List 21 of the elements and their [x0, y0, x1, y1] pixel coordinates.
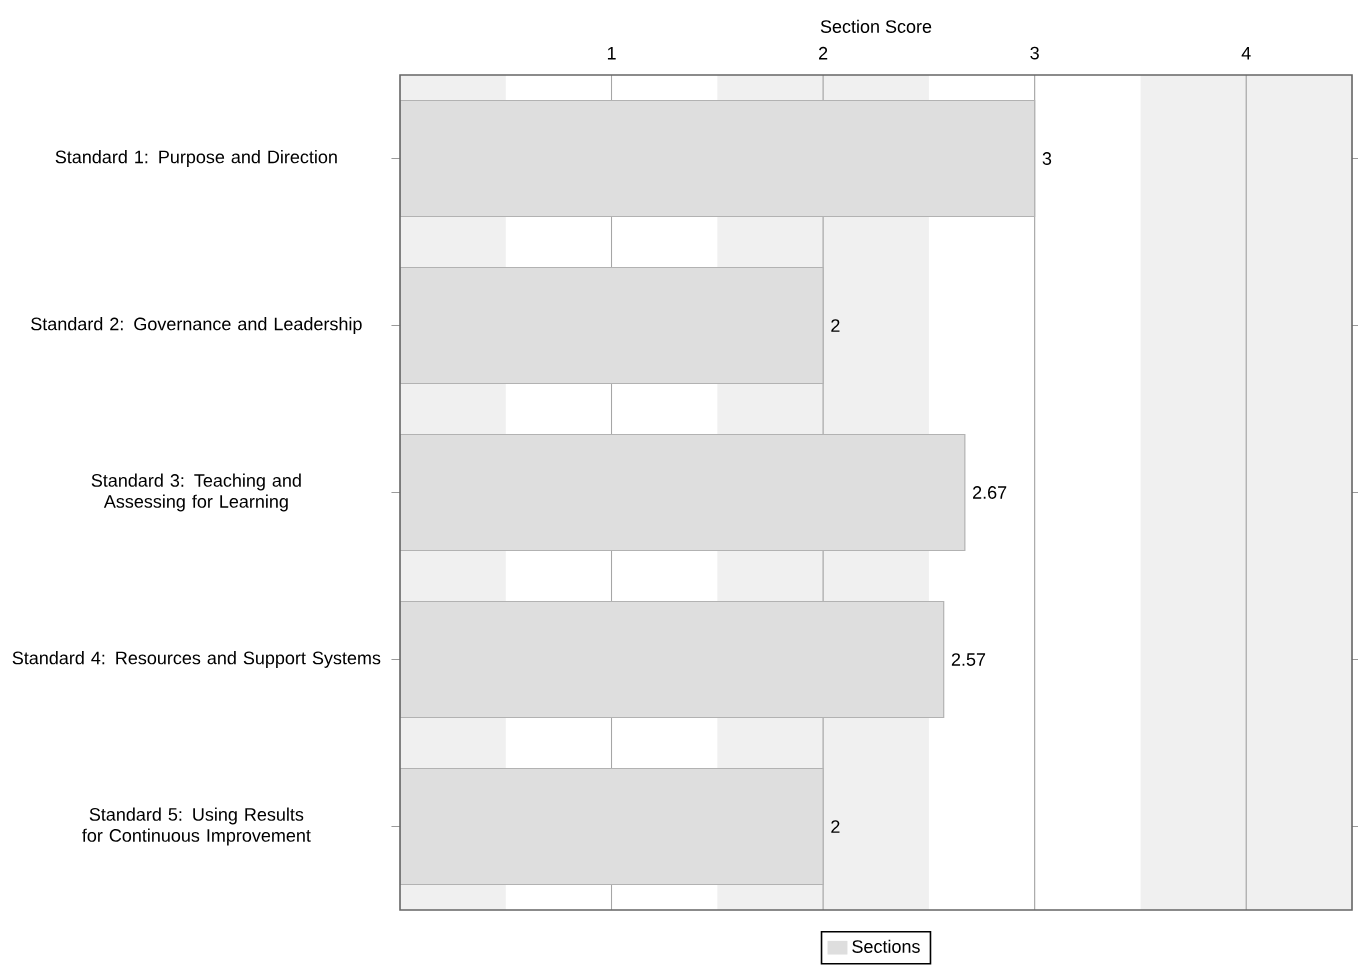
x-tick-label: 4: [1241, 47, 1251, 60]
x-tick-label: 1: [607, 47, 616, 60]
y-tick-label: Standard 5: Using Results for Continuous Improvement: [82, 807, 311, 846]
bar: [400, 433, 966, 552]
data-label: 2: [831, 820, 840, 833]
y-tick-label: Standard 3: Teaching and Assessing for Learning: [91, 473, 301, 512]
legend-label: Sections: [852, 939, 920, 953]
data-label: 2: [831, 319, 840, 332]
x-tick-label: 3: [1030, 46, 1039, 60]
y-tick-label: Standard 1: Purpose and Direction: [55, 150, 337, 167]
bar: [400, 99, 1036, 218]
bar: [400, 767, 824, 886]
x-axis-title: Section Score: [820, 19, 932, 33]
y-tick-label: Standard 4: Resources and Support Systems: [12, 651, 381, 668]
bar: [400, 266, 824, 385]
data-label: 2.57: [951, 653, 986, 666]
data-label: 2.67: [973, 486, 1007, 499]
x-tick-label: 2: [819, 46, 828, 60]
data-label: 3: [1042, 152, 1052, 165]
y-tick-label: Standard 2: Governance and Leadership: [31, 317, 362, 334]
bar: [400, 600, 945, 719]
